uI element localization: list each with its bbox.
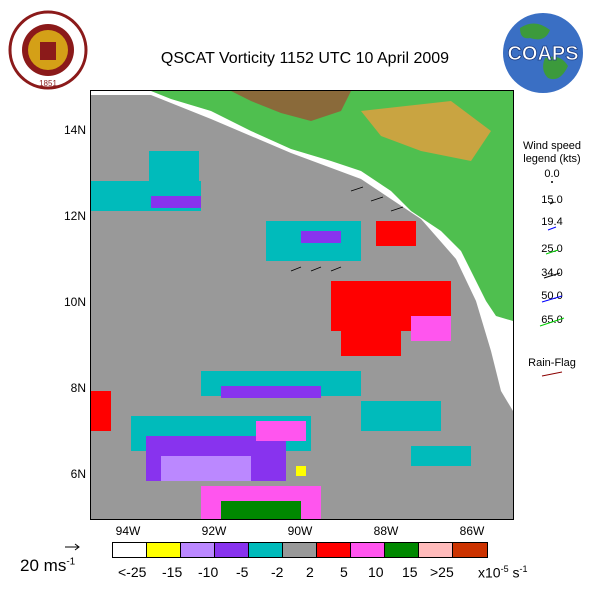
rain-flag-label: Rain-Flag [528,357,576,369]
vorticity-patch [151,196,201,208]
colorbar-swatch [181,543,215,557]
colorbar-swatch [419,543,453,557]
wind-legend-value: 50.0 [541,290,563,302]
vorticity-patch [296,466,306,476]
highlands [361,101,491,161]
colorbar-label: -15 [162,564,183,580]
scale-reference: 20 ms-1 [20,556,75,576]
wind-legend-title: Wind speed legend (kts) [510,140,594,166]
vorticity-colorbar [112,542,488,558]
lon-label-92w: 92W [201,524,227,538]
wind-legend-title-line2: legend (kts) [523,153,581,165]
colorbar-swatch [249,543,283,557]
colorbar-swatch [385,543,419,557]
wind-legend-arrows [539,181,565,327]
colorbar-swatch [453,543,487,557]
colorbar-swatch [147,543,181,557]
vorticity-patch [161,456,251,481]
colorbar-swatch [283,543,317,557]
vorticity-patch [411,446,471,466]
wind-legend-value: 34.0 [541,267,563,279]
vorticity-patch [149,151,199,181]
colorbar-label: 2 [306,564,314,580]
colorbar-units-tail: s [512,564,520,581]
wind-legend-value: 0.0 [544,168,560,180]
lon-label-90w: 90W [287,524,313,538]
colorbar-units: x10-5 s-1 [478,564,528,581]
scale-exponent: -1 [66,556,76,568]
scale-value: 20 [20,556,39,575]
wind-legend-value: 25.0 [541,243,563,255]
colorbar-label: -5 [236,564,249,580]
lon-label-86w: 86W [459,524,485,538]
scale-unit: ms [43,556,67,575]
vorticity-patch [411,316,451,341]
vorticity-patch [91,391,111,431]
wind-legend-title-line1: Wind speed [522,140,582,152]
colorbar-label: 10 [368,564,384,580]
colorbar-label: 15 [402,564,418,580]
vorticity-map [90,90,514,520]
map-title: QSCAT Vorticity 1152 UTC 10 April 2009 [160,50,450,67]
globe-icon: COAPS [503,13,583,93]
colorbar-swatch [317,543,351,557]
colorbar-label: -10 [198,564,219,580]
map-canvas [91,91,513,519]
scale-arrow-icon [65,543,80,551]
colorbar-swatch [351,543,385,557]
seal-year: 1851 [39,79,57,88]
lon-label-88w: 88W [373,524,399,538]
lon-label-94w: 94W [115,524,141,538]
rain-flag-arrow-icon [541,371,563,377]
vorticity-patch [221,386,321,398]
lat-label-12n: 12N [63,209,86,223]
wind-legend-value: 19.4 [541,216,563,228]
vorticity-patch [341,331,401,356]
lat-label-14n: 14N [63,123,86,137]
wind-arrows [290,186,404,272]
highlands [231,91,351,121]
colorbar-units-tail-exp: -1 [519,564,528,574]
vorticity-patch [361,401,441,431]
colorbar-label: 5 [340,564,348,580]
colorbar-label: <-25 [118,564,147,580]
lat-label-10n: 10N [63,295,86,309]
colorbar-label: -2 [271,564,284,580]
colorbar-units-exp: -5 [500,564,509,574]
vorticity-patch [376,221,416,246]
vorticity-patch [221,501,301,519]
colorbar-swatch [113,543,147,557]
colorbar-units-base: x10 [478,564,501,581]
vorticity-patch [301,231,341,243]
wind-legend-value: 15.0 [541,194,563,206]
coaps-logo-text: COAPS [507,43,578,65]
vorticity-patch [256,421,306,441]
lat-label-6n: 6N [70,467,86,481]
colorbar-swatch [215,543,249,557]
fsu-seal-icon: 1851 [8,10,88,90]
wind-legend-value: 65.0 [541,314,563,326]
lat-label-8n: 8N [70,381,86,395]
colorbar-label: >25 [430,564,454,580]
